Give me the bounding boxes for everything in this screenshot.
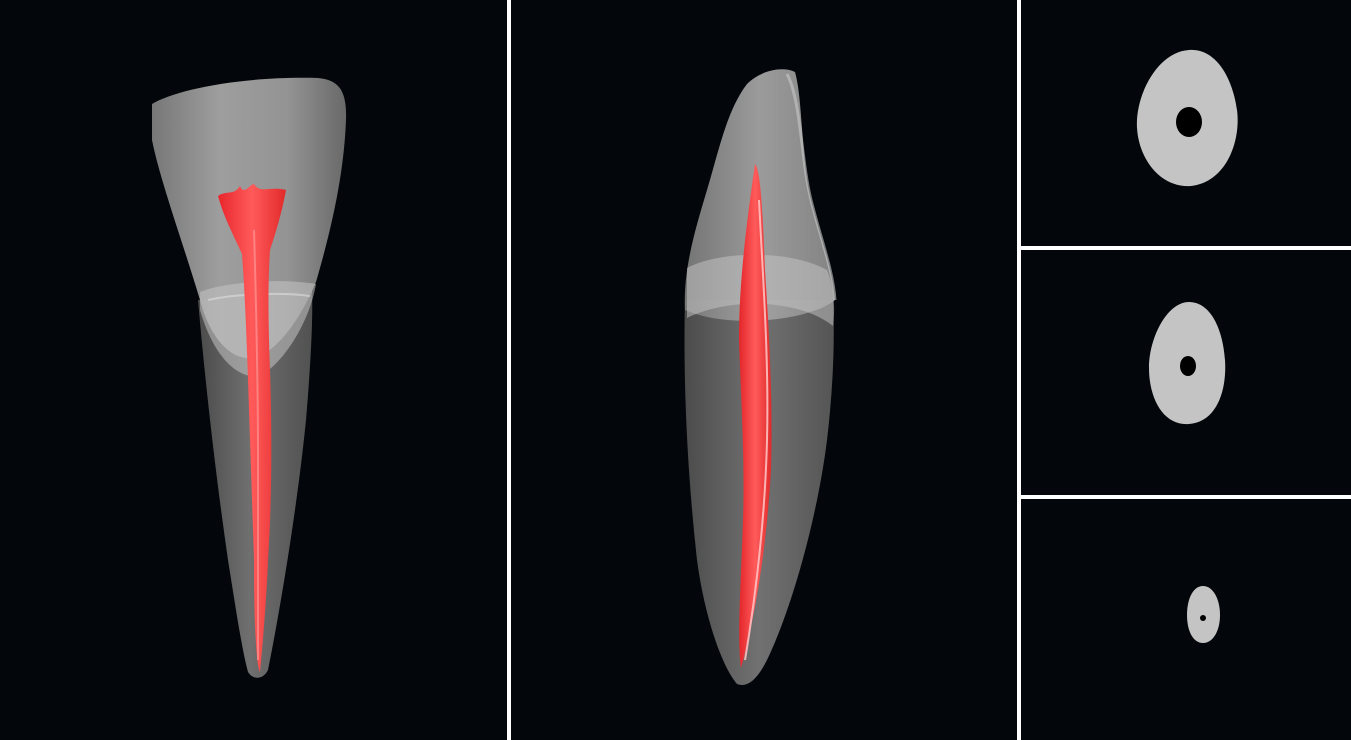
cross-section-cervical [1136, 49, 1238, 187]
labial-tooth-render [152, 77, 347, 678]
section-dentin [1187, 586, 1220, 643]
section-canal [1176, 107, 1202, 137]
panel-cross-section-apical [1021, 499, 1351, 740]
cross-section-middle [1149, 302, 1226, 425]
panel-cross-section-middle [1021, 250, 1351, 495]
root-canal [218, 184, 286, 672]
section-canal [1180, 356, 1196, 376]
proximal-tooth-render [684, 69, 837, 685]
panel-proximal-view [511, 0, 1017, 740]
cross-section-apical [1187, 586, 1220, 643]
panel-cross-section-cervical [1021, 0, 1351, 246]
section-canal [1200, 615, 1206, 621]
panel-labial-view [0, 0, 507, 740]
